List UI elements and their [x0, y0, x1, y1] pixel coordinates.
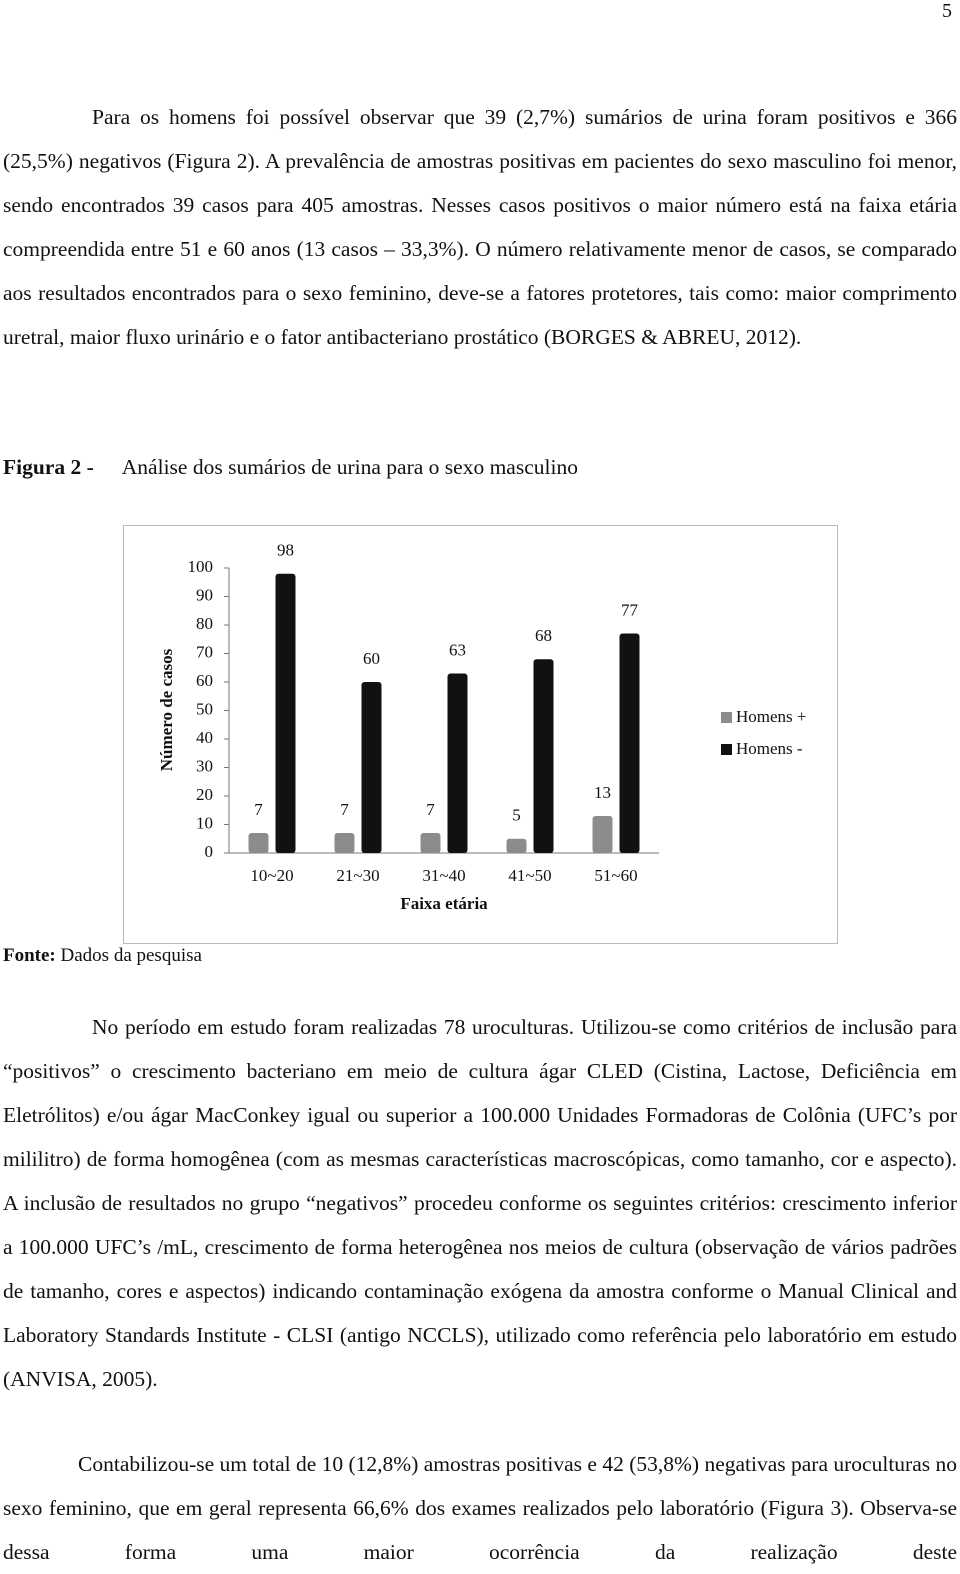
y-tick-label: 10	[196, 813, 213, 832]
bar	[506, 838, 527, 853]
y-tick-label: 90	[196, 585, 213, 604]
y-tick-label: 30	[196, 756, 213, 775]
bar	[420, 833, 441, 853]
data-label: 68	[535, 626, 552, 645]
data-label: 13	[594, 783, 611, 802]
bar	[334, 833, 355, 853]
y-tick-label: 40	[196, 728, 213, 747]
y-tick-label: 70	[196, 642, 213, 661]
data-label: 5	[512, 806, 521, 825]
y-tick-label: 50	[196, 699, 213, 718]
y-axis-label: Número de casos	[157, 648, 176, 771]
caption-text: Análise dos sumários de urina para o sex…	[121, 455, 578, 479]
x-tick-label: 21~30	[336, 866, 379, 885]
data-label: 98	[277, 541, 294, 560]
paragraph: No período em estudo foram realizadas 78…	[3, 1015, 957, 1391]
source-text: Dados da pesquisa	[60, 945, 202, 966]
bar	[275, 573, 296, 853]
data-label: 63	[449, 640, 466, 659]
chart-frame	[123, 525, 838, 944]
bar	[361, 682, 382, 853]
y-tick-label: 60	[196, 671, 213, 690]
bar	[619, 633, 640, 853]
legend-swatch	[721, 744, 732, 755]
data-label: 7	[426, 800, 435, 819]
paragraph: Para os homens foi possível observar que…	[3, 105, 957, 349]
data-label: 77	[621, 600, 639, 619]
data-label: 7	[340, 800, 349, 819]
legend-label: Homens -	[736, 739, 803, 758]
x-tick-label: 10~20	[250, 866, 293, 885]
bar	[592, 815, 613, 853]
source-label: Fonte:	[3, 945, 56, 966]
chart: Número de casos Faixa etária 0 10 20 30 40 50…	[123, 525, 838, 944]
x-axis-label: Faixa etária	[400, 894, 488, 913]
page-number: 5	[942, 0, 952, 22]
x-tick-label: 31~40	[422, 866, 465, 885]
data-label: 60	[363, 649, 380, 668]
legend-swatch	[721, 712, 732, 723]
y-tick-label: 20	[196, 785, 213, 804]
figure-label: Figura 2 -	[3, 455, 94, 479]
figure-caption: Figura 2 - Análise dos sumários de urina …	[3, 445, 957, 489]
bar	[248, 833, 269, 853]
y-tick-label: 100	[188, 557, 214, 576]
x-tick-label: 51~60	[594, 866, 637, 885]
y-tick-label: 0	[205, 842, 214, 861]
x-tick-label: 41~50	[508, 866, 551, 885]
bar	[533, 659, 554, 853]
y-tick-label: 80	[196, 614, 213, 633]
paragraph: Contabilizou-se um total de 10 (12,8%) a…	[3, 1452, 957, 1564]
bar	[447, 673, 468, 853]
figure-source: Fonte: Dados da pesquisa	[3, 934, 957, 978]
data-label: 7	[254, 800, 263, 819]
legend-label: Homens +	[736, 707, 807, 726]
